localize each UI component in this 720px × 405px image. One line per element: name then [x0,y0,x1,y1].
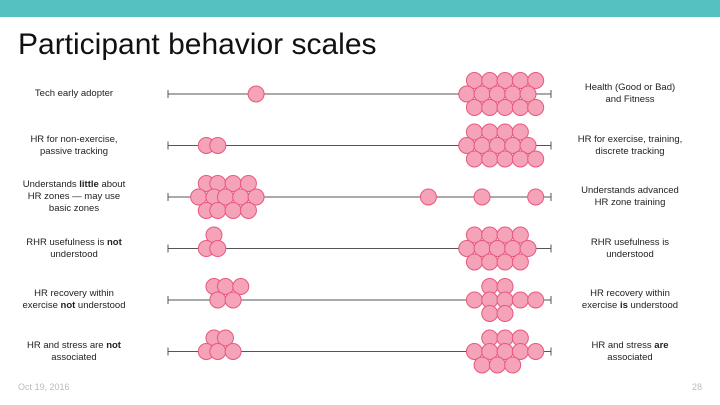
participant-dot-right [511,291,529,309]
participant-dot-left [209,137,227,154]
participant-dot-left [247,188,265,206]
participant-dot-right [511,123,529,141]
participant-dot-right [496,150,514,168]
participant-dot-left [247,85,265,103]
top-accent-bar [0,0,720,17]
scale-right-label: HR and stress are associated [591,339,669,363]
participant-dot-right [481,305,499,322]
participant-dot-right [527,291,545,309]
participant-dot-right [496,305,514,322]
participant-dot-right [465,99,483,116]
participant-dot-right [496,99,514,116]
participant-dot-left [224,291,242,309]
participant-dot-left [239,202,257,219]
participant-dot-right [527,99,545,116]
scale-left-label: HR recovery within exercise not understoo… [22,288,126,311]
participant-dot-right [519,240,537,257]
page-number: 28 [691,382,702,392]
scale-left-label: HR for non-exercise, passive tracking [30,133,118,157]
participant-dot-left [527,188,545,206]
participant-dot-left [209,202,227,219]
scale-left-label: Tech early adopter [34,88,114,99]
scale-left-label: Understands little about HR zones — may u… [22,179,126,214]
participant-dot-right [527,150,545,168]
participant-dot-left [216,329,234,347]
participant-dot-right [496,253,514,271]
scale-right-label: Health (Good or Bad) and Fitness [584,82,676,105]
participant-dot-right [519,137,537,154]
scale-right-label: HR for exercise, training, discrete track… [577,133,683,157]
participant-dot-right [465,291,483,309]
participant-dot-right [511,253,529,271]
participant-dot-right [527,343,545,360]
participant-dot-left [473,188,491,206]
scale-left-label: RHR usefulness is not understood [26,236,122,260]
scale-right-label: Understands advanced HR zone training [581,185,679,208]
scale-right-label: HR recovery within exercise is understood [581,288,679,311]
participant-dot-left [419,188,437,206]
participant-dot-right [527,72,545,89]
scale-left-label: HR and stress are not associated [27,339,121,363]
participant-dot-right [504,356,522,374]
participant-dot-right [473,356,491,374]
participant-dot-right [465,150,483,168]
participant-dot-right [481,99,499,116]
participant-dot-right [481,150,499,168]
participant-dot-right [511,150,529,168]
participant-dot-right [481,253,499,271]
participant-dot-right [465,253,483,271]
slide-title: Participant behavior scales [18,28,377,61]
participant-dot-left [239,175,257,192]
participant-dot-left [209,291,227,309]
participant-dot-left [209,240,227,257]
participant-dot-right [519,85,537,103]
participant-dot-left [224,202,242,219]
participant-dot-left [232,278,250,295]
participant-dot-left [209,343,227,360]
participant-dot-right [488,356,506,374]
footer-date: Oct 19, 2016 [18,382,70,392]
participant-dot-right [511,226,529,244]
participant-dot-right [511,99,529,116]
participant-dot-left [224,343,242,360]
scale-right-label: RHR usefulness is understood [590,236,670,260]
